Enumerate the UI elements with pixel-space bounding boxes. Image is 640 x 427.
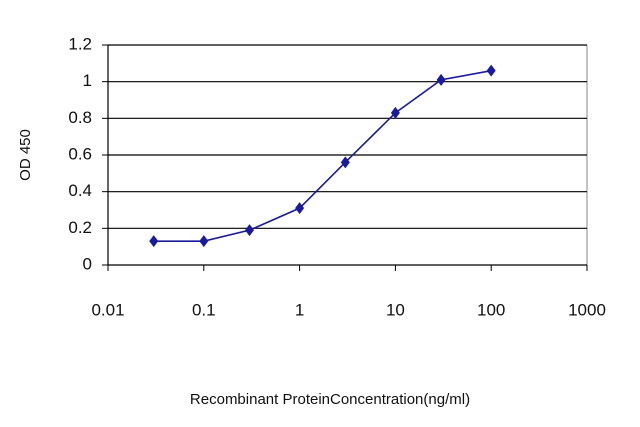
marker [295,202,305,215]
y-axis-title: OD 450 [17,129,34,181]
x-tick-label: 100 [477,300,505,319]
marker [436,73,446,86]
y-tick-label: 0.4 [68,181,92,200]
marker [390,106,400,119]
y-tick-label: 0.2 [68,218,92,237]
y-tick-label: 1.2 [68,34,92,53]
x-tick-label: 0.01 [91,300,124,319]
x-tick-label: 1 [295,300,304,319]
x-axis-title: Recombinant ProteinConcentration(ng/ml) [190,391,470,408]
y-tick-label: 0.8 [68,108,92,127]
series-line [153,69,492,242]
marker [340,156,350,169]
x-tick-label: 10 [386,300,405,319]
marker [149,235,159,248]
marker [486,64,496,77]
y-tick-label: 1 [83,71,92,90]
y-tick-label: 0.6 [68,144,92,163]
x-tick-label: 0.1 [192,300,216,319]
marker [199,235,209,248]
y-tick-label: 0 [83,254,92,273]
marker [245,224,255,237]
x-tick-label: 1000 [568,300,606,319]
